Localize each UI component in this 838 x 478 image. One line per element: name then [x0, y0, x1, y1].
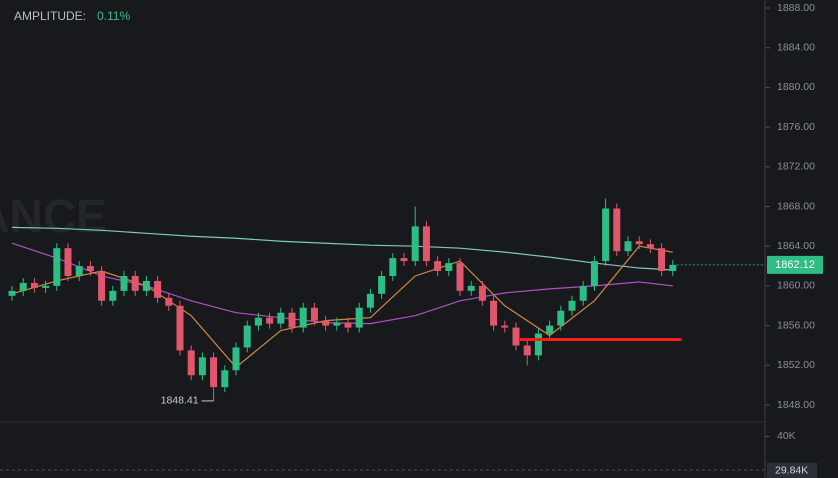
- candle-body: [232, 347, 240, 371]
- candle-body: [602, 208, 610, 262]
- candle-body: [635, 241, 643, 245]
- candle-body: [310, 307, 318, 321]
- candle-body: [288, 312, 296, 328]
- volume-last-label: 29.84K: [775, 465, 808, 477]
- candle-body: [176, 305, 184, 351]
- candle-body: [557, 310, 565, 326]
- y-tick-label: 1848.00: [777, 399, 815, 411]
- y-tick-label: 1856.00: [777, 319, 815, 331]
- candle-body: [142, 280, 150, 291]
- candle-body: [400, 258, 408, 262]
- volume-tick-label: 40K: [777, 430, 796, 442]
- candle-body: [512, 327, 520, 346]
- candle-body: [389, 258, 397, 276]
- candle-body: [64, 248, 72, 276]
- watermark: BINANCE: [0, 190, 107, 242]
- candle-body: [75, 266, 83, 276]
- candle-body: [165, 297, 173, 306]
- candle-body: [590, 261, 598, 286]
- candle-body: [422, 226, 430, 262]
- last-price-label: 1862.12: [775, 259, 815, 271]
- candle-body: [624, 241, 632, 252]
- candle-body: [355, 307, 363, 328]
- candle-body: [646, 244, 654, 249]
- candle-body: [86, 266, 94, 272]
- candle-body: [669, 264, 677, 272]
- candle-body: [53, 248, 61, 286]
- y-tick-label: 1860.00: [777, 280, 815, 292]
- candle-body: [579, 285, 587, 301]
- y-tick-label: 1852.00: [777, 359, 815, 371]
- candle-body: [187, 350, 195, 376]
- candle-body: [445, 263, 453, 272]
- candle-body: [411, 226, 419, 262]
- y-tick-label: 1864.00: [777, 240, 815, 252]
- candle-body: [378, 275, 386, 294]
- candle-body: [501, 325, 509, 328]
- candle-body: [322, 320, 330, 326]
- y-tick-label: 1872.00: [777, 161, 815, 173]
- candle-body: [266, 317, 274, 324]
- candle-body: [658, 248, 666, 272]
- candle-body: [299, 307, 307, 328]
- candle-body: [490, 300, 498, 326]
- y-tick-label: 1876.00: [777, 121, 815, 133]
- candle-body: [534, 333, 542, 356]
- volume-last-box: [767, 462, 817, 478]
- candle-body: [277, 312, 285, 324]
- candle-body: [243, 325, 251, 348]
- candle-body: [30, 282, 38, 288]
- candle-body: [434, 261, 442, 272]
- candle-body: [366, 293, 374, 308]
- candle-body: [568, 300, 576, 311]
- candle-body: [467, 285, 475, 291]
- y-tick-label: 1868.00: [777, 200, 815, 212]
- low-annotation-label: 1848.41: [161, 395, 199, 407]
- candle-body: [19, 282, 27, 291]
- candle-body: [210, 357, 218, 388]
- candle-body: [456, 263, 464, 291]
- y-tick-label: 1880.00: [777, 81, 815, 93]
- moving-average-line: [11, 226, 673, 271]
- y-tick-label: 1888.00: [777, 2, 815, 14]
- candle-body: [42, 285, 50, 288]
- candle-body: [154, 280, 162, 298]
- candle-body: [98, 271, 106, 301]
- candle-body: [198, 357, 206, 376]
- candle-body: [109, 290, 117, 301]
- last-price-box: [767, 255, 823, 274]
- amplitude-value: 0.11%: [97, 9, 130, 23]
- amplitude-label: AMPLITUDE:: [14, 9, 86, 23]
- y-tick-label: 1884.00: [777, 41, 815, 53]
- candle-body: [613, 208, 621, 252]
- candle-body: [131, 275, 139, 291]
- candle-body: [254, 317, 262, 326]
- candle-body: [120, 275, 128, 291]
- candle-body: [523, 345, 531, 356]
- candle-body: [344, 322, 352, 328]
- candle-body: [546, 325, 554, 334]
- candle-body: [221, 370, 229, 388]
- candle-body: [333, 322, 341, 326]
- candle-body: [8, 290, 16, 296]
- candle-body: [478, 285, 486, 301]
